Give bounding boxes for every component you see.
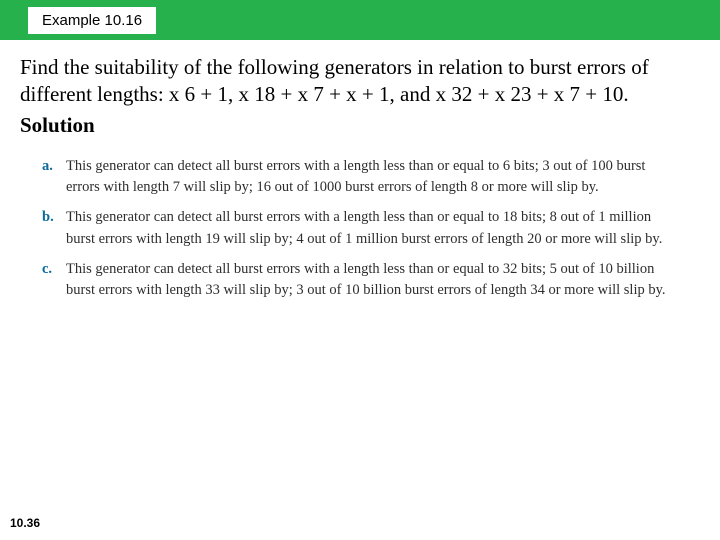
answer-text: This generator can detect all burst erro…: [66, 207, 678, 251]
header-bar: Example 10.16: [0, 0, 720, 40]
answer-letter: b.: [42, 207, 66, 251]
answer-text: This generator can detect all burst erro…: [66, 259, 678, 303]
answer-item: a. This generator can detect all burst e…: [42, 156, 678, 200]
example-label-box: Example 10.16: [28, 7, 156, 34]
solution-label: Solution: [0, 113, 720, 148]
answer-text: This generator can detect all burst erro…: [66, 156, 678, 200]
answer-item: c. This generator can detect all burst e…: [42, 259, 678, 303]
answer-letter: a.: [42, 156, 66, 200]
answer-item: b. This generator can detect all burst e…: [42, 207, 678, 251]
page-number: 10.36: [10, 516, 40, 530]
question-text: Find the suitability of the following ge…: [0, 40, 720, 113]
example-label: Example 10.16: [42, 12, 142, 29]
answers-list: a. This generator can detect all burst e…: [0, 148, 720, 303]
answer-letter: c.: [42, 259, 66, 303]
